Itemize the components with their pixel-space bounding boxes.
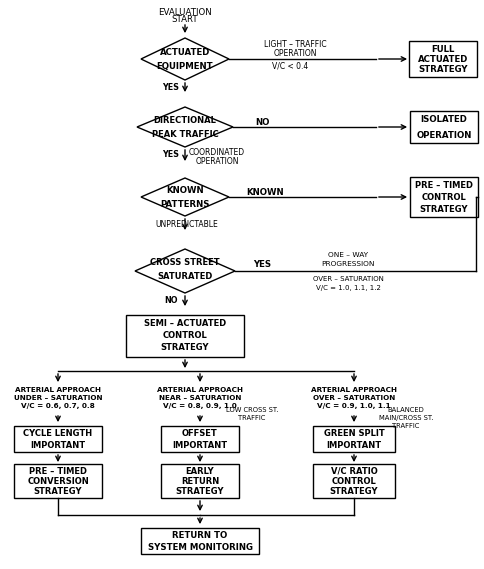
Text: LOW CROSS ST.: LOW CROSS ST.: [226, 407, 278, 413]
Text: CROSS STREET: CROSS STREET: [150, 258, 220, 266]
Text: ONE – WAY: ONE – WAY: [328, 252, 368, 258]
Text: IMPORTANT: IMPORTANT: [172, 440, 227, 450]
Text: CONTROL: CONTROL: [332, 476, 377, 485]
Text: STRATEGY: STRATEGY: [330, 486, 378, 496]
FancyBboxPatch shape: [141, 528, 259, 554]
Text: BALANCED: BALANCED: [388, 407, 424, 413]
Text: YES: YES: [253, 259, 271, 269]
Text: PRE – TIMED: PRE – TIMED: [415, 180, 473, 189]
Text: UNDER – SATURATION: UNDER – SATURATION: [14, 395, 102, 401]
Polygon shape: [137, 107, 233, 147]
Text: NO: NO: [255, 118, 269, 126]
Text: STRATEGY: STRATEGY: [420, 204, 468, 213]
Text: RETURN: RETURN: [181, 476, 219, 485]
Text: PRE – TIMED: PRE – TIMED: [29, 467, 87, 476]
Polygon shape: [141, 38, 229, 80]
Text: LIGHT – TRAFFIC: LIGHT – TRAFFIC: [264, 39, 326, 48]
FancyBboxPatch shape: [14, 464, 102, 498]
Text: NO: NO: [164, 295, 178, 304]
Text: DIRECTIONAL: DIRECTIONAL: [153, 116, 216, 125]
Text: SYSTEM MONITORING: SYSTEM MONITORING: [148, 542, 253, 551]
Text: UNPREDICTABLE: UNPREDICTABLE: [156, 220, 218, 229]
Text: CYCLE LENGTH: CYCLE LENGTH: [23, 428, 92, 438]
Text: ARTERIAL APPROACH: ARTERIAL APPROACH: [15, 387, 101, 393]
Polygon shape: [135, 249, 235, 293]
Text: STRATEGY: STRATEGY: [34, 486, 82, 496]
Text: OPERATION: OPERATION: [195, 156, 239, 166]
FancyBboxPatch shape: [313, 426, 395, 452]
FancyBboxPatch shape: [410, 177, 478, 217]
Text: MAIN/CROSS ST.: MAIN/CROSS ST.: [379, 415, 433, 421]
FancyBboxPatch shape: [126, 315, 244, 357]
Text: V/C < 0.4: V/C < 0.4: [272, 61, 308, 71]
Text: KNOWN: KNOWN: [246, 188, 284, 196]
Text: OVER – SATURATION: OVER – SATURATION: [313, 395, 395, 401]
Text: V/C = 1.0, 1.1, 1.2: V/C = 1.0, 1.1, 1.2: [316, 285, 380, 291]
Text: CONTROL: CONTROL: [163, 332, 207, 340]
Text: OPERATION: OPERATION: [416, 130, 472, 139]
Text: KNOWN: KNOWN: [166, 185, 204, 195]
Text: EQUIPMENT: EQUIPMENT: [157, 61, 213, 71]
Text: GREEN SPLIT: GREEN SPLIT: [324, 428, 384, 438]
Text: RETURN TO: RETURN TO: [172, 530, 227, 539]
Text: FULL: FULL: [431, 44, 454, 53]
Text: TRAFFIC: TRAFFIC: [238, 415, 266, 421]
Text: IMPORTANT: IMPORTANT: [326, 440, 381, 450]
Text: NEAR – SATURATION: NEAR – SATURATION: [159, 395, 241, 401]
Text: EARLY: EARLY: [186, 467, 214, 476]
Text: EVALUATION: EVALUATION: [158, 7, 212, 17]
Text: CONVERSION: CONVERSION: [27, 476, 89, 485]
Text: SATURATED: SATURATED: [157, 271, 212, 281]
Text: V/C = 0.8, 0.9, 1.0: V/C = 0.8, 0.9, 1.0: [163, 403, 237, 409]
Text: TRAFFIC: TRAFFIC: [393, 423, 420, 429]
Polygon shape: [141, 178, 229, 216]
Text: STRATEGY: STRATEGY: [418, 64, 468, 73]
FancyBboxPatch shape: [14, 426, 102, 452]
Text: OVER – SATURATION: OVER – SATURATION: [313, 276, 383, 282]
Text: CONTROL: CONTROL: [422, 192, 467, 201]
Text: YES: YES: [163, 150, 180, 159]
Text: SEMI – ACTUATED: SEMI – ACTUATED: [144, 320, 226, 328]
Text: IMPORTANT: IMPORTANT: [30, 440, 86, 450]
Text: ARTERIAL APPROACH: ARTERIAL APPROACH: [311, 387, 397, 393]
Text: ARTERIAL APPROACH: ARTERIAL APPROACH: [157, 387, 243, 393]
Text: ACTUATED: ACTUATED: [160, 47, 210, 56]
Text: OPERATION: OPERATION: [273, 48, 317, 57]
Text: PEAK TRAFFIC: PEAK TRAFFIC: [151, 130, 218, 138]
Text: PROGRESSION: PROGRESSION: [321, 261, 375, 267]
FancyBboxPatch shape: [410, 111, 478, 143]
FancyBboxPatch shape: [313, 464, 395, 498]
Text: STRATEGY: STRATEGY: [176, 486, 224, 496]
Text: ACTUATED: ACTUATED: [418, 55, 468, 64]
Text: STRATEGY: STRATEGY: [161, 344, 209, 353]
FancyBboxPatch shape: [409, 41, 477, 77]
Text: YES: YES: [163, 83, 180, 92]
Text: V/C = 0.9, 1.0, 1.1: V/C = 0.9, 1.0, 1.1: [317, 403, 391, 409]
Text: START: START: [172, 14, 198, 23]
Text: OFFSET: OFFSET: [182, 428, 218, 438]
Text: V/C RATIO: V/C RATIO: [331, 467, 378, 476]
Text: PATTERNS: PATTERNS: [160, 200, 210, 208]
FancyBboxPatch shape: [161, 464, 239, 498]
Text: V/C = 0.6, 0.7, 0.8: V/C = 0.6, 0.7, 0.8: [21, 403, 95, 409]
Text: COORDINATED: COORDINATED: [189, 147, 245, 156]
Text: ISOLATED: ISOLATED: [421, 114, 468, 123]
FancyBboxPatch shape: [161, 426, 239, 452]
